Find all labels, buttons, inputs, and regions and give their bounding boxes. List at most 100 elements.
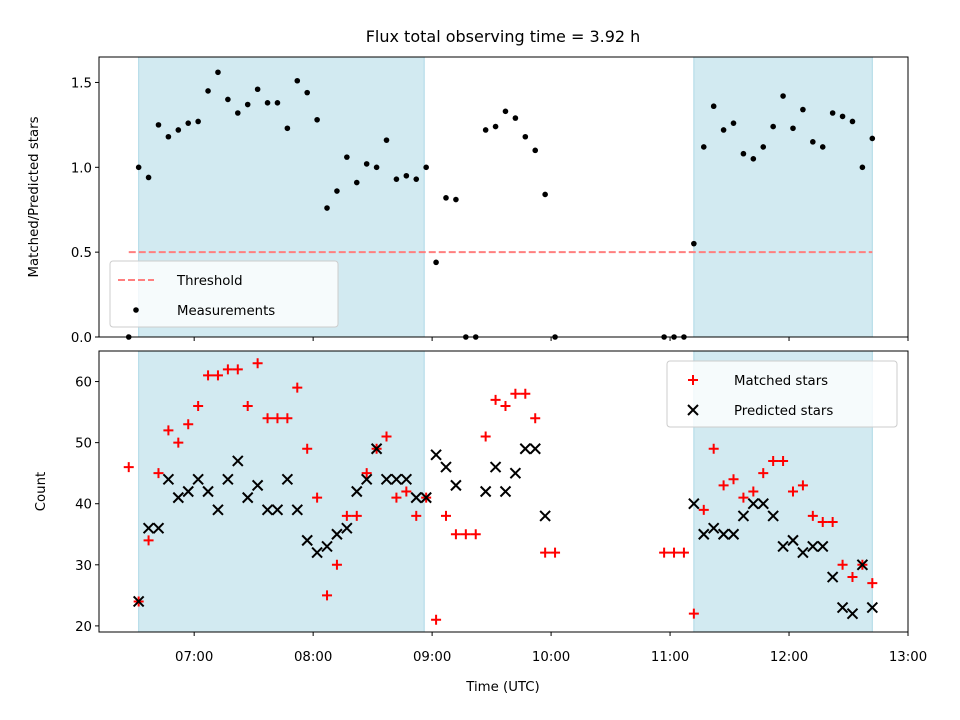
measurement-point: [185, 120, 192, 126]
matched-star-point: [807, 510, 818, 521]
matched-star-point: [431, 614, 442, 625]
predicted-star-point: [202, 485, 214, 498]
matched-star-point: [123, 462, 134, 473]
predicted-star-point: [232, 455, 244, 467]
matched-star-point: [312, 492, 323, 503]
predicted-star-point: [380, 473, 393, 485]
measurement-point: [700, 144, 707, 150]
shaded-interval-2: [693, 56, 873, 338]
matched-star-point: [698, 504, 709, 515]
legend-matched-swatch: [688, 375, 698, 385]
matched-star-point: [500, 400, 511, 411]
legend-label: Measurements: [177, 304, 275, 319]
matched-star-point: [381, 431, 392, 442]
y-tick-label: 50: [75, 437, 92, 452]
measurement-point: [403, 172, 410, 179]
predicted-star-point: [261, 504, 274, 516]
measurement-point: [810, 139, 816, 145]
measurement-point: [730, 120, 737, 126]
measurement-point: [383, 137, 390, 143]
x-tick-label: 09:00: [413, 650, 451, 665]
measurement-point: [254, 86, 261, 93]
measurement-point: [780, 93, 786, 99]
count-panel: 20 30 40 50 60 07:00 08:00 09:00 10:00 11:00 12:00…: [34, 350, 927, 665]
predicted-star-point: [529, 443, 541, 455]
matched-star-point: [163, 425, 174, 436]
matched-star-point: [351, 510, 362, 521]
x-axis-label: Time (UTC): [465, 680, 540, 695]
matched-star-point: [659, 547, 670, 558]
predicted-star-point: [866, 601, 879, 614]
predicted-star-point: [797, 546, 809, 559]
axes-frame: [98, 56, 909, 338]
measurement-point: [760, 144, 767, 150]
predicted-star-point: [499, 485, 512, 498]
predicted-star-point: [450, 479, 462, 492]
predicted-star-point: [519, 443, 532, 455]
matched-star-point: [748, 486, 759, 497]
predicted-star-point: [370, 443, 383, 455]
matched-star-point: [341, 510, 352, 521]
matched-star-point: [688, 608, 699, 619]
measurement-point: [195, 118, 201, 125]
predicted-star-point: [539, 510, 551, 522]
measurement-point: [234, 110, 241, 116]
measurement-point: [324, 205, 330, 211]
legend-box: [109, 260, 339, 328]
measurement-point: [264, 100, 271, 106]
matched-star-point: [173, 437, 184, 448]
measurement-point: [740, 150, 747, 157]
measurement-point: [135, 164, 142, 171]
matched-star-point: [212, 370, 223, 381]
x-tick-label: 12:00: [770, 650, 808, 665]
measurement-point: [542, 191, 548, 198]
matched-star-point: [361, 468, 372, 479]
measurement-point: [244, 101, 251, 108]
measurement-point: [453, 196, 459, 203]
predicted-star-point: [717, 528, 730, 540]
measurement-point: [691, 240, 697, 247]
predicted-star-point: [311, 546, 323, 559]
measurement-point: [710, 103, 717, 110]
predicted-star-point: [767, 510, 779, 522]
measurement-point: [522, 133, 529, 140]
predicted-star-point: [400, 473, 413, 485]
predicted-star-point: [142, 522, 155, 534]
matched-star-point: [153, 468, 164, 479]
measurement-point: [770, 123, 776, 130]
measurement-point: [839, 113, 846, 120]
chart-title: Flux total observing time = 3.92 h: [366, 27, 641, 46]
matched-star-point: [470, 529, 481, 540]
matched-star-point: [669, 547, 680, 558]
predicted-star-point: [132, 595, 145, 608]
measurement-point: [502, 108, 509, 115]
matched-star-point: [232, 364, 243, 375]
measurement-point: [344, 154, 350, 160]
y-tick-label: 1.0: [71, 161, 92, 176]
predicted-star-point: [351, 485, 363, 498]
measurement-point: [304, 89, 310, 96]
legend-predicted-swatch: [687, 404, 699, 416]
matched-star-point: [222, 364, 233, 375]
predicted-star-point: [271, 504, 284, 516]
matched-star-point: [480, 431, 491, 442]
predicted-star-point: [390, 473, 403, 485]
predicted-star-point: [222, 473, 234, 485]
measurement-point: [274, 100, 281, 106]
measurement-point: [512, 115, 519, 121]
matched-star-point: [460, 529, 471, 540]
matched-star-point: [778, 455, 789, 466]
matched-star-point: [440, 510, 451, 521]
matched-star-point: [550, 547, 561, 558]
predicted-star-point: [251, 479, 264, 492]
shaded-interval-1: [138, 350, 425, 633]
matched-star-point: [847, 572, 858, 583]
matched-star-point: [252, 358, 263, 369]
matched-star-point: [450, 529, 461, 540]
measurement-point: [225, 96, 231, 103]
measurement-point: [750, 156, 757, 162]
x-tick-label: 13:00: [889, 650, 927, 665]
matched-star-point: [837, 559, 848, 570]
predicted-star-point: [817, 540, 829, 553]
